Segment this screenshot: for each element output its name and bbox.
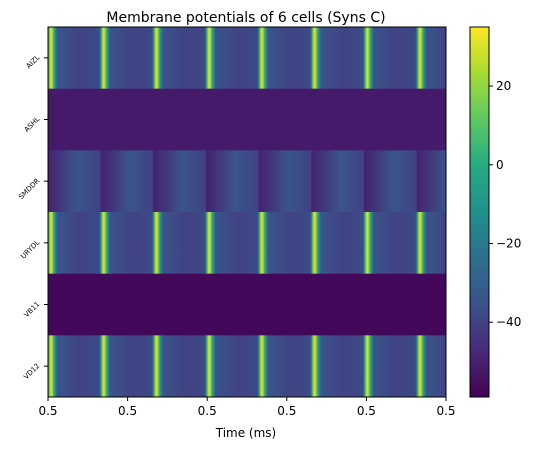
heatmap-row-vb11 xyxy=(48,273,446,336)
colorbar-tick-label: 0 xyxy=(496,158,504,172)
x-tick-label: 0.5 xyxy=(38,404,57,418)
heatmap-row-aizl xyxy=(48,27,446,89)
plot-frame xyxy=(47,26,447,398)
colorbar-tick-label: 20 xyxy=(496,79,511,93)
colorbar-axis: 20 0 −20 −40 xyxy=(489,79,521,329)
x-tick-label: 0.5 xyxy=(277,404,296,418)
y-tick-label: VB11 xyxy=(23,300,42,319)
x-axis: 0.5 0.5 0.5 0.5 0.5 0.5 xyxy=(38,397,456,418)
chart-title: Membrane potentials of 6 cells (Syns C) xyxy=(106,10,385,26)
y-tick-label: URYDL xyxy=(19,239,41,261)
heatmap-row-ashl xyxy=(48,88,446,151)
y-tick-label: AIZL xyxy=(25,54,42,71)
colorbar-tick-label: −40 xyxy=(496,315,521,329)
heatmap-rows xyxy=(48,27,446,398)
y-tick-label: SMDDR xyxy=(17,177,41,201)
colorbar-tick-label: −20 xyxy=(496,236,521,250)
y-axis: AIZL ASHL SMDDR URYDL VB11 VD12 xyxy=(17,54,48,381)
x-tick-label: 0.5 xyxy=(198,404,217,418)
x-axis-label: Time (ms) xyxy=(215,426,277,440)
x-tick-label: 0.5 xyxy=(118,404,137,418)
heatmap-row-urydl xyxy=(48,212,446,274)
x-tick-label: 0.5 xyxy=(357,404,376,418)
heatmap-row-smddr xyxy=(48,150,446,213)
x-tick-label: 0.5 xyxy=(436,404,455,418)
heatmap-row-vd12 xyxy=(48,335,446,398)
y-tick-label: VD12 xyxy=(22,362,41,381)
colorbar xyxy=(469,26,490,398)
y-tick-label: ASHL xyxy=(23,115,42,134)
